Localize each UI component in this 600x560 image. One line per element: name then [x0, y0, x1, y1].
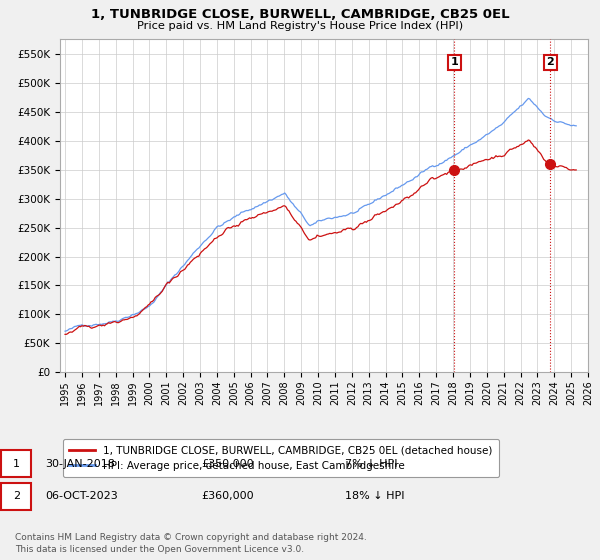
Text: £350,000: £350,000 [201, 459, 254, 469]
Legend: 1, TUNBRIDGE CLOSE, BURWELL, CAMBRIDGE, CB25 0EL (detached house), HPI: Average : 1, TUNBRIDGE CLOSE, BURWELL, CAMBRIDGE, … [62, 439, 499, 477]
Text: 18% ↓ HPI: 18% ↓ HPI [345, 491, 404, 501]
Text: 30-JAN-2018: 30-JAN-2018 [45, 459, 115, 469]
Text: Contains HM Land Registry data © Crown copyright and database right 2024.
This d: Contains HM Land Registry data © Crown c… [15, 533, 367, 554]
Text: 06-OCT-2023: 06-OCT-2023 [45, 491, 118, 501]
Text: Price paid vs. HM Land Registry's House Price Index (HPI): Price paid vs. HM Land Registry's House … [137, 21, 463, 31]
Text: 1: 1 [451, 57, 458, 67]
Text: 2: 2 [547, 57, 554, 67]
Text: £360,000: £360,000 [201, 491, 254, 501]
Text: 2: 2 [13, 491, 20, 501]
Text: 1, TUNBRIDGE CLOSE, BURWELL, CAMBRIDGE, CB25 0EL: 1, TUNBRIDGE CLOSE, BURWELL, CAMBRIDGE, … [91, 8, 509, 21]
Text: 1: 1 [13, 459, 20, 469]
Text: 7% ↓ HPI: 7% ↓ HPI [345, 459, 398, 469]
